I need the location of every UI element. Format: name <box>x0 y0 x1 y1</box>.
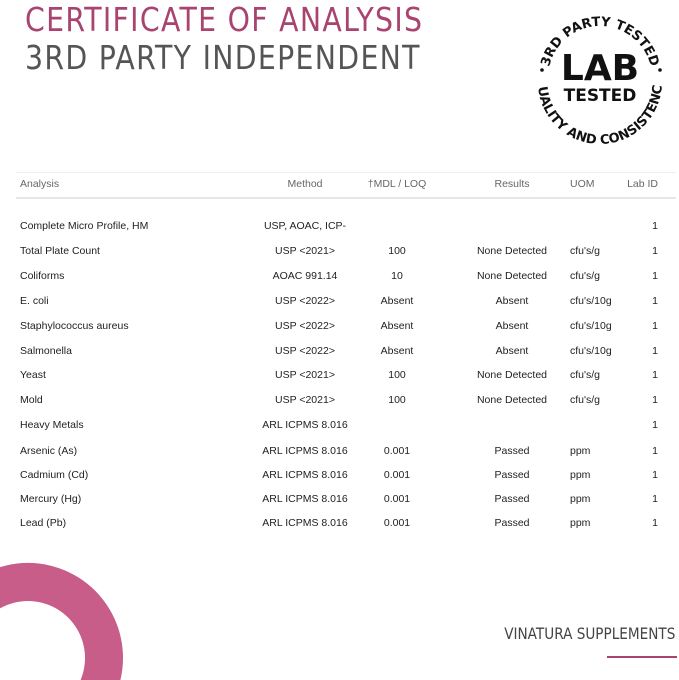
table-cell: ARL ICPMS 8.016 <box>262 445 348 457</box>
table-cell: Coliforms <box>20 270 65 282</box>
table-cell: Absent <box>495 345 529 357</box>
decorative-ring <box>0 563 123 680</box>
table-cell: cfu's/g <box>570 270 601 282</box>
table-cell: AOAC 991.14 <box>272 270 338 282</box>
table-cell: Complete Micro Profile, HM <box>20 220 149 232</box>
table-cell: Mold <box>20 394 43 406</box>
badge-dot <box>658 68 662 72</box>
table-cell: USP <2021> <box>275 369 335 381</box>
table-cell: Absent <box>380 295 414 307</box>
table-cell: 1 <box>652 419 658 431</box>
table-cell: cfu's/10g <box>570 320 612 332</box>
table-cell: 1 <box>652 445 658 457</box>
badge-lab-text: LAB <box>561 48 639 89</box>
column-header: †MDL / LOQ <box>367 178 427 190</box>
table-cell: USP <2022> <box>275 320 335 332</box>
badge-tested-text: TESTED <box>564 86 637 106</box>
table-cell: Arsenic (As) <box>20 445 78 457</box>
table-cell: ppm <box>570 469 591 481</box>
table-cell: 1 <box>652 394 658 406</box>
table-cell: Absent <box>495 320 529 332</box>
table-cell: USP, AOAC, ICP- <box>263 220 347 232</box>
ring-shape <box>0 563 123 680</box>
table-cell: USP <2021> <box>275 394 335 406</box>
table-cell: E. coli <box>20 295 49 307</box>
table-cell: USP <2022> <box>275 345 335 357</box>
table-cell: 0.001 <box>383 445 411 457</box>
table-cell: 1 <box>652 517 658 529</box>
table-cell: Absent <box>380 320 414 332</box>
table-cell: ppm <box>570 493 591 505</box>
table-cell: Total Plate Count <box>20 245 100 257</box>
table-cell: Passed <box>494 445 530 457</box>
table-cell: USP <2022> <box>275 295 335 307</box>
table-cell: 10 <box>391 270 403 282</box>
table-cell: 1 <box>652 493 658 505</box>
brand-name: VINATURA SUPPLEMENTS <box>503 624 675 643</box>
table-cell: Mercury (Hg) <box>20 493 82 505</box>
column-header: Method <box>287 178 323 190</box>
table-cell: 1 <box>652 220 658 232</box>
table-cell: Absent <box>380 345 414 357</box>
table-cell: USP <2021> <box>275 245 335 257</box>
table-cell: cfu's/10g <box>570 345 612 357</box>
table-cell: None Detected <box>476 245 548 257</box>
table-cell: 1 <box>652 369 658 381</box>
table-cell: Passed <box>494 469 530 481</box>
badge-dot <box>540 68 544 72</box>
table-cell: cfu's/g <box>570 394 601 406</box>
table-cell: ARL ICPMS 8.016 <box>262 469 348 481</box>
table-cell: Passed <box>494 517 530 529</box>
table-cell: Passed <box>494 493 530 505</box>
table-cell: 0.001 <box>383 469 411 481</box>
table-cell: None Detected <box>476 270 548 282</box>
column-header: UOM <box>570 178 595 190</box>
table-cell: ppm <box>570 445 591 457</box>
table-cell: ARL ICPMS 8.016 <box>262 493 348 505</box>
table-cell: 0.001 <box>383 517 411 529</box>
table-cell: cfu's/g <box>570 369 601 381</box>
table-cell: 1 <box>652 245 658 257</box>
table-cell: Absent <box>495 295 529 307</box>
table-cell: cfu's/g <box>570 245 601 257</box>
table-cell: Heavy Metals <box>20 419 84 431</box>
table-cell: 100 <box>388 394 406 406</box>
page-title: CERTIFICATE OF ANALYSIS <box>25 0 424 39</box>
table-cell: None Detected <box>476 394 548 406</box>
table-cell: 1 <box>652 469 658 481</box>
table-cell: 1 <box>652 320 658 332</box>
table-cell: Salmonella <box>20 345 72 357</box>
table-cell: 1 <box>652 270 658 282</box>
table-cell: ARL ICPMS 8.016 <box>262 517 348 529</box>
column-header: Lab ID <box>627 178 658 190</box>
table-cell: 1 <box>652 295 658 307</box>
brand-underline <box>607 656 677 658</box>
column-header: Analysis <box>20 178 60 190</box>
table-cell: 100 <box>388 369 406 381</box>
table-cell: ARL ICPMS 8.016 <box>262 419 348 431</box>
table-cell: Yeast <box>20 369 46 381</box>
lab-tested-badge: 3RD PARTY TESTED QUALITY AND CONSISTENCY… <box>520 0 666 148</box>
table-cell: Lead (Pb) <box>20 517 67 529</box>
table-header-bar <box>16 172 676 199</box>
table-cell: ppm <box>570 517 591 529</box>
table-cell: Cadmium (Cd) <box>20 469 89 481</box>
page-subtitle: 3RD PARTY INDEPENDENT <box>25 38 421 77</box>
table-cell: None Detected <box>476 369 548 381</box>
table-cell: 100 <box>388 245 406 257</box>
column-header: Results <box>494 178 530 190</box>
table-cell: 0.001 <box>383 493 411 505</box>
table-cell: 1 <box>652 345 658 357</box>
table-cell: cfu's/10g <box>570 295 612 307</box>
table-cell: Staphylococcus aureus <box>20 320 129 332</box>
